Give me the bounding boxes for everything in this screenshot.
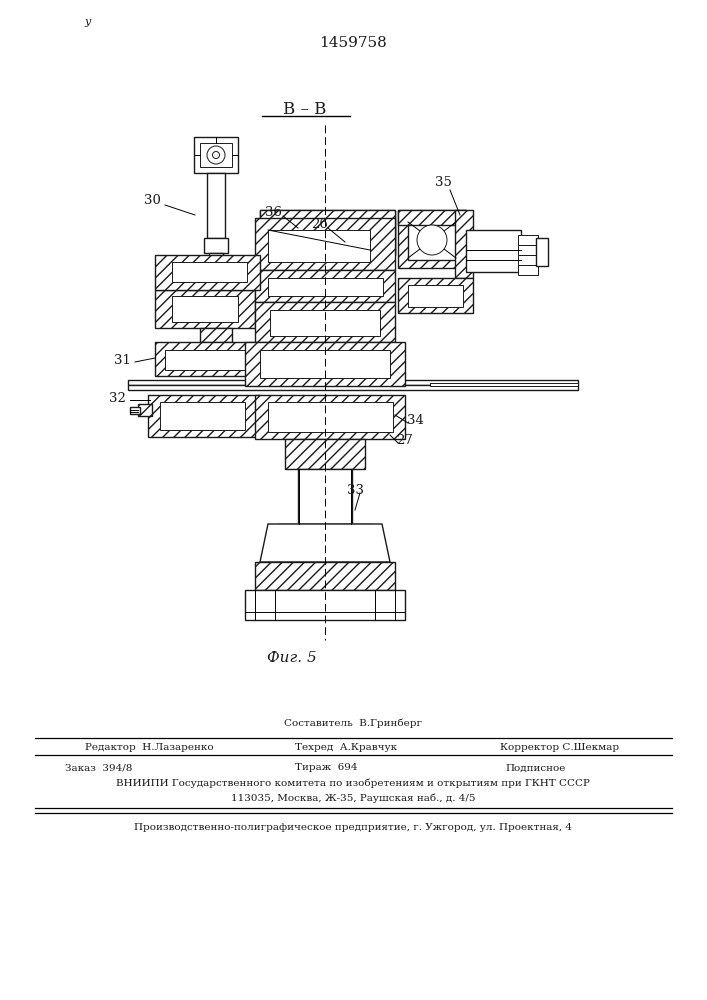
Bar bbox=[466, 230, 521, 272]
Bar bbox=[255, 270, 395, 302]
Bar bbox=[255, 562, 395, 590]
Bar bbox=[209, 253, 223, 273]
Text: Составитель  В.Гринберг: Составитель В.Гринберг bbox=[284, 718, 422, 728]
Text: 113035, Москва, Ж-35, Раушская наб., д. 4/5: 113035, Москва, Ж-35, Раушская наб., д. … bbox=[230, 793, 475, 803]
Bar bbox=[268, 402, 393, 432]
Text: у: у bbox=[85, 17, 91, 27]
Bar bbox=[130, 407, 140, 414]
Bar bbox=[255, 395, 405, 439]
Text: 32: 32 bbox=[109, 391, 125, 404]
Bar bbox=[194, 137, 238, 173]
Polygon shape bbox=[260, 524, 390, 562]
Bar bbox=[148, 395, 260, 437]
Bar bbox=[202, 273, 230, 285]
Text: ВНИИПИ Государственного комитета по изобретениям и открытиям при ГКНТ СССР: ВНИИПИ Государственного комитета по изоб… bbox=[116, 778, 590, 788]
Polygon shape bbox=[260, 210, 395, 255]
Text: 26: 26 bbox=[312, 219, 329, 232]
Text: Подписное: Подписное bbox=[505, 764, 566, 772]
Bar bbox=[205, 285, 227, 294]
Bar bbox=[285, 439, 365, 469]
Text: 33: 33 bbox=[346, 484, 363, 496]
Bar bbox=[518, 245, 538, 255]
Bar bbox=[518, 255, 538, 265]
Bar bbox=[298, 469, 352, 524]
Bar bbox=[455, 210, 473, 278]
Bar bbox=[155, 290, 255, 328]
Bar bbox=[268, 278, 383, 296]
Text: Тираж  694: Тираж 694 bbox=[295, 764, 358, 772]
Bar bbox=[138, 404, 152, 416]
Bar bbox=[165, 350, 245, 370]
Text: 27: 27 bbox=[397, 434, 414, 446]
Text: Корректор С.Шекмар: Корректор С.Шекмар bbox=[500, 744, 619, 752]
Bar bbox=[398, 278, 473, 313]
Bar bbox=[398, 210, 466, 225]
Text: 34: 34 bbox=[407, 414, 423, 426]
Bar bbox=[255, 302, 395, 342]
Bar bbox=[207, 173, 225, 238]
Text: 30: 30 bbox=[144, 194, 160, 207]
Bar bbox=[270, 310, 380, 336]
Text: Производственно-полиграфическое предприятие, г. Ужгород, ул. Проектная, 4: Производственно-полиграфическое предприя… bbox=[134, 824, 572, 832]
Text: 31: 31 bbox=[114, 354, 130, 366]
Polygon shape bbox=[260, 210, 395, 255]
Bar bbox=[430, 383, 578, 386]
Text: 36: 36 bbox=[264, 207, 281, 220]
Bar bbox=[260, 350, 390, 378]
Bar bbox=[160, 402, 245, 430]
Bar bbox=[155, 342, 255, 376]
Bar bbox=[536, 238, 548, 266]
Bar bbox=[278, 524, 372, 562]
Bar bbox=[398, 210, 466, 268]
Bar bbox=[408, 220, 458, 260]
Circle shape bbox=[207, 146, 225, 164]
Bar bbox=[172, 262, 247, 282]
Circle shape bbox=[417, 225, 447, 255]
Text: 35: 35 bbox=[435, 176, 452, 190]
Bar bbox=[518, 265, 538, 275]
Circle shape bbox=[213, 151, 219, 158]
Bar bbox=[518, 235, 538, 245]
Bar bbox=[204, 238, 228, 253]
Text: Редактор  Н.Лазаренко: Редактор Н.Лазаренко bbox=[85, 744, 214, 752]
Bar bbox=[128, 380, 578, 385]
Text: Техред  А.Кравчук: Техред А.Кравчук bbox=[295, 744, 397, 752]
Text: В – В: В – В bbox=[284, 102, 327, 118]
Text: Фиг. 5: Фиг. 5 bbox=[267, 651, 317, 665]
Bar bbox=[408, 285, 463, 307]
Bar bbox=[128, 385, 578, 390]
Bar bbox=[245, 590, 405, 620]
Text: Заказ  394/8: Заказ 394/8 bbox=[65, 764, 132, 772]
Text: 1459758: 1459758 bbox=[319, 36, 387, 50]
Polygon shape bbox=[255, 218, 395, 270]
Bar bbox=[200, 143, 232, 167]
Bar bbox=[172, 296, 238, 322]
Bar bbox=[155, 255, 260, 290]
Bar bbox=[200, 328, 232, 342]
Polygon shape bbox=[268, 230, 370, 262]
Bar bbox=[245, 342, 405, 386]
